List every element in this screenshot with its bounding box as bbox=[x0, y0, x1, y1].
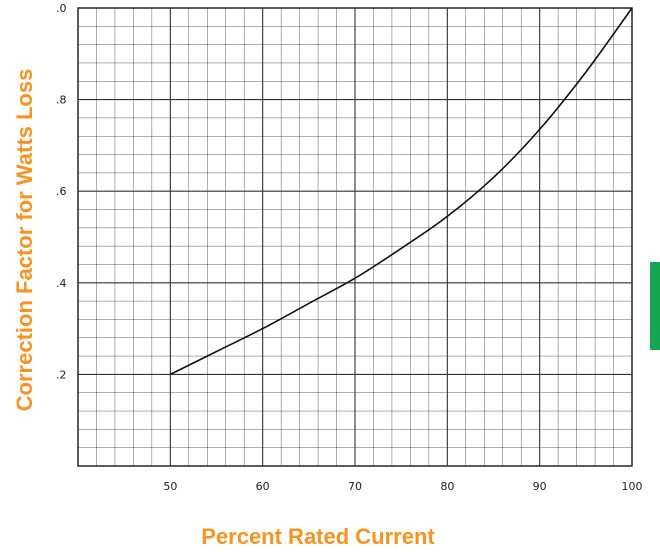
x-tick-label: 70 bbox=[348, 480, 362, 493]
y-tick-label: .0 bbox=[56, 2, 67, 15]
y-tick-labels: .2 .4 .6 .8 .0 bbox=[56, 2, 67, 381]
y-tick-label: .8 bbox=[56, 94, 67, 107]
y-tick-label: .6 bbox=[56, 185, 67, 198]
y-tick-label: .4 bbox=[56, 277, 67, 290]
major-grid bbox=[78, 8, 632, 466]
y-axis-title: Correction Factor for Watts Loss bbox=[12, 69, 37, 412]
series-line-correction-factor bbox=[169, 7, 633, 376]
x-tick-labels: 50 60 70 80 90 100 bbox=[163, 480, 642, 493]
x-tick-label: 50 bbox=[163, 480, 177, 493]
y-tick-label: .2 bbox=[56, 368, 67, 381]
x-tick-label: 100 bbox=[622, 480, 643, 493]
x-tick-label: 90 bbox=[533, 480, 547, 493]
x-tick-label: 80 bbox=[440, 480, 454, 493]
x-tick-label: 60 bbox=[256, 480, 270, 493]
x-axis-title: Percent Rated Current bbox=[201, 524, 435, 549]
side-tab-marker bbox=[650, 262, 660, 350]
plot-frame bbox=[77, 7, 633, 467]
